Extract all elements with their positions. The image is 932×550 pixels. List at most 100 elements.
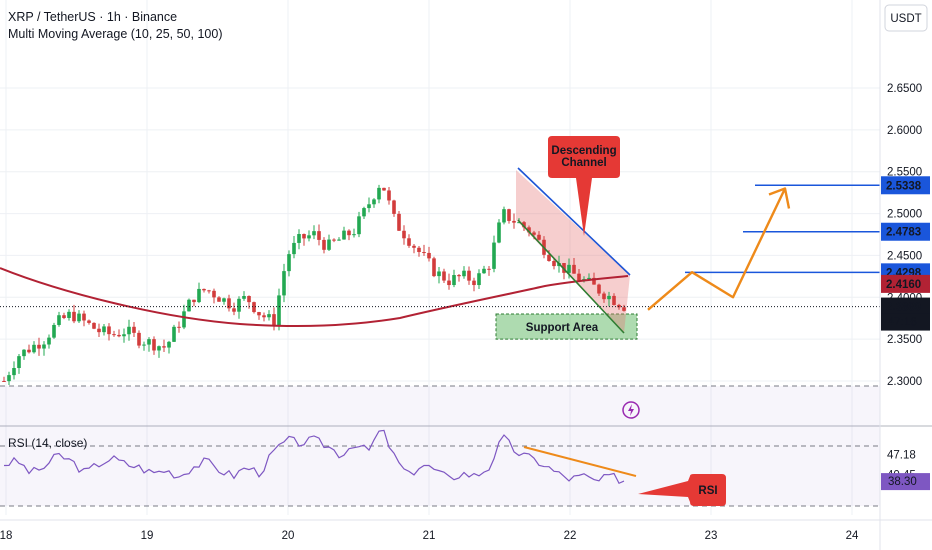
candle-body [142,344,146,346]
candle-body [267,314,271,318]
descending-channel-callout [548,136,620,236]
candle-body [252,302,256,313]
candle-body [397,213,401,231]
candle-body [47,337,51,345]
candle-body [602,293,606,300]
candle-body [122,334,126,337]
candle-body [497,222,501,243]
x-tick-label: 20 [282,530,295,542]
x-tick-label: 19 [141,530,154,542]
candle-body [62,315,66,318]
candle-body [617,304,621,308]
candle-body [482,268,486,274]
candle-body [72,311,76,322]
candle-body [132,326,136,333]
candle-body [477,273,481,286]
candle-body [97,328,101,333]
descending-channel-label-line2: Channel [561,157,606,169]
support-area-label: Support Area [526,322,599,334]
candle-body [327,239,331,250]
candle-body [182,311,186,328]
rsi-current-label: 38.30 [888,476,917,488]
candle-body [292,242,296,255]
candle-body [282,271,286,296]
candle-body [82,313,86,321]
rsi-panel-plot: RSI [0,385,932,507]
projection-path [647,187,787,311]
rsi-current-badge [881,473,930,491]
candle-body [52,324,56,338]
candle-body [187,299,191,312]
candle-body [607,295,611,300]
candle-body [7,375,11,382]
candle-body [102,326,106,333]
price-axis: USDT2.65002.60002.55002.50002.45002.4000… [879,0,930,550]
candle-body [147,339,151,345]
rsi-line [3,429,625,485]
candle-body [307,235,311,239]
currency-button[interactable] [884,4,928,32]
candle-body [422,252,426,254]
channel-lower-line [517,219,625,334]
rsi-title: RSI (14, close) [8,436,88,450]
candle-body [272,314,276,326]
candle-body [547,254,551,261]
badge-ma-value [881,274,930,293]
candle-body [17,356,21,369]
candle-body [537,234,541,240]
y-tick-label: 2.3500 [887,334,922,346]
time-axis: 18 19 20 21 22 23 24 [0,519,932,542]
candle-body [152,339,156,351]
candle-body [382,187,386,191]
candle-body [287,254,291,272]
candle-body [167,341,171,348]
candle-body [162,346,166,348]
channel-upper-line [517,167,631,276]
rsi-callout-label: RSI [698,485,717,497]
candle-body [432,258,436,277]
rsi-callout [638,474,726,506]
candle-body [452,275,456,286]
candle-body [237,298,241,312]
candle-body [207,290,211,292]
candle-body [622,307,626,311]
candle-body [592,277,596,285]
descending-channel-label-line1: Descending [551,145,616,157]
candle-body [357,216,361,235]
candle-body [92,322,96,329]
y-tick-label: 2.5000 [887,209,922,221]
candle-body [202,288,206,291]
candle-body [587,277,591,280]
support-area-zone [495,313,638,340]
moving-average [0,267,629,327]
candle-body [462,270,466,277]
candle-body [77,313,81,322]
candle-body [337,239,341,241]
candle-body [322,239,326,250]
candle-body [332,239,336,241]
candle-body [312,231,316,236]
candle-body [302,234,306,239]
candle-body [277,295,281,326]
candle-body [37,344,41,349]
candle-body [447,280,451,286]
y-tick-label: 2.3000 [887,376,922,388]
candle-body [407,238,411,246]
candle-body [247,296,251,303]
x-tick-label: 22 [564,530,577,542]
candle-body [437,271,441,277]
candle-body [502,209,506,223]
lightning-icon-glyph [628,404,634,416]
rsi-divergence-line [523,446,637,477]
x-tick-label: 23 [705,530,718,542]
candle-body [27,349,31,353]
candle-body [442,271,446,281]
candle-body [572,264,576,274]
candle-body [517,222,521,224]
candle-body [417,247,421,253]
lightning-icon[interactable] [622,401,640,419]
badge-target-1 [881,176,930,195]
x-tick-label: 24 [846,530,859,542]
